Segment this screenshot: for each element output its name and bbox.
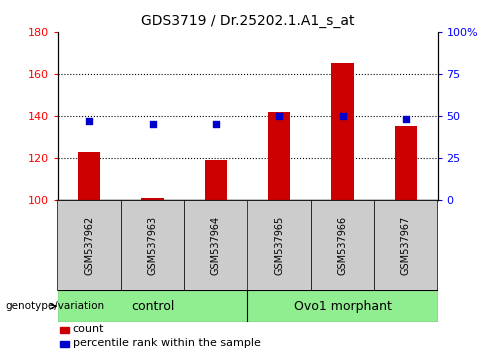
Bar: [311, 200, 374, 290]
Text: percentile rank within the sample: percentile rank within the sample: [72, 338, 260, 348]
Bar: [205, 160, 227, 200]
Text: GSM537967: GSM537967: [401, 216, 411, 275]
Bar: [374, 200, 438, 290]
Text: GSM537962: GSM537962: [84, 216, 94, 275]
Point: [402, 116, 410, 122]
Text: genotype/variation: genotype/variation: [5, 301, 104, 311]
Bar: [121, 200, 184, 290]
Title: GDS3719 / Dr.25202.1.A1_s_at: GDS3719 / Dr.25202.1.A1_s_at: [141, 14, 354, 28]
Text: GSM537966: GSM537966: [338, 216, 347, 275]
Point: [85, 118, 93, 124]
Bar: [142, 198, 164, 200]
Text: GSM537965: GSM537965: [274, 216, 284, 275]
Bar: [268, 112, 290, 200]
Bar: [248, 290, 438, 322]
Bar: [78, 152, 100, 200]
Point: [338, 113, 346, 119]
Bar: [395, 126, 417, 200]
Point: [275, 113, 283, 119]
Text: GSM537963: GSM537963: [148, 216, 158, 275]
Text: control: control: [131, 300, 174, 313]
Point: [212, 121, 220, 127]
Bar: [332, 63, 353, 200]
Text: count: count: [72, 324, 104, 334]
Point: [148, 121, 156, 127]
Text: Ovo1 morphant: Ovo1 morphant: [294, 300, 392, 313]
Bar: [58, 200, 121, 290]
Bar: [184, 200, 248, 290]
Bar: [58, 290, 248, 322]
Bar: [248, 200, 311, 290]
Text: GSM537964: GSM537964: [211, 216, 221, 275]
